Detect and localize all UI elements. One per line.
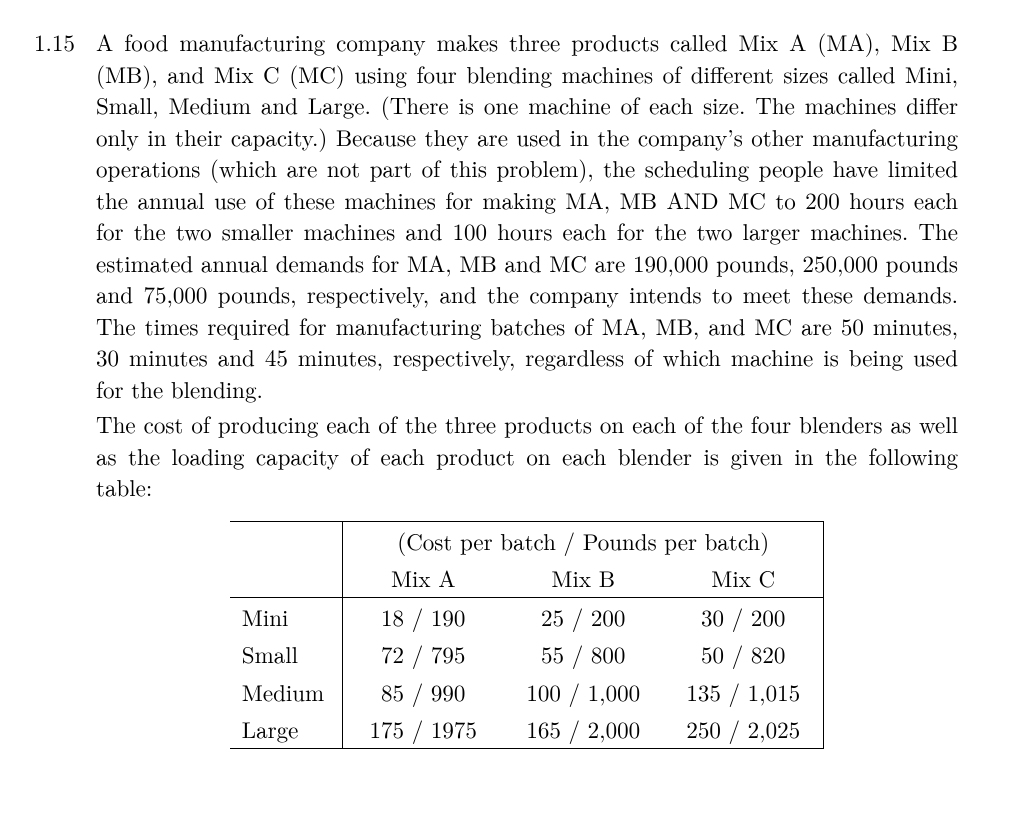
table-row: Large 175 / 1975 165 / 2,000 250 / 2,025 xyxy=(230,710,824,748)
table-cell: 25 / 200 xyxy=(503,597,663,635)
table-cell: 50 / 820 xyxy=(663,635,824,673)
table-cell: 55 / 800 xyxy=(503,635,663,673)
paragraph-1: A food manufacturing company makes three… xyxy=(96,26,958,404)
col-header-mix-a: Mix A xyxy=(343,559,504,597)
table-cell: 18 / 190 xyxy=(343,597,504,635)
row-header: Small xyxy=(230,635,343,673)
table-row: Small 72 / 795 55 / 800 50 / 820 xyxy=(230,635,824,673)
table-cell: 250 / 2,025 xyxy=(663,710,824,748)
table-row: Mini 18 / 190 25 / 200 30 / 200 xyxy=(230,597,824,635)
table-corner-blank xyxy=(230,521,343,559)
table-corner-blank-2 xyxy=(230,559,343,597)
table-cell: 165 / 2,000 xyxy=(503,710,663,748)
col-header-mix-b: Mix B xyxy=(503,559,663,597)
table-cell: 72 / 795 xyxy=(343,635,504,673)
table-cell: 30 / 200 xyxy=(663,597,824,635)
problem-number: 1.15 xyxy=(32,26,96,58)
problem-body: A food manufacturing company makes three… xyxy=(96,26,958,749)
page: 1.15 A food manufacturing company makes … xyxy=(0,0,1022,830)
table-col-header-row: Mix A Mix B Mix C xyxy=(230,559,824,597)
row-header: Mini xyxy=(230,597,343,635)
problem-block: 1.15 A food manufacturing company makes … xyxy=(32,26,958,749)
col-header-mix-c: Mix C xyxy=(663,559,824,597)
table-cell: 100 / 1,000 xyxy=(503,673,663,711)
table-cell: 85 / 990 xyxy=(343,673,504,711)
table-row: Medium 85 / 990 100 / 1,000 135 / 1,015 xyxy=(230,673,824,711)
table-cell: 135 / 1,015 xyxy=(663,673,824,711)
row-header: Medium xyxy=(230,673,343,711)
row-header: Large xyxy=(230,710,343,748)
table-span-header: (Cost per batch / Pounds per batch) xyxy=(343,521,824,559)
table-span-header-row: (Cost per batch / Pounds per batch) xyxy=(230,521,824,559)
table-cell: 175 / 1975 xyxy=(343,710,504,748)
cost-capacity-table: (Cost per batch / Pounds per batch) Mix … xyxy=(230,521,824,749)
paragraph-2: The cost of producing each of the three … xyxy=(96,408,958,503)
table-wrap: (Cost per batch / Pounds per batch) Mix … xyxy=(96,521,958,749)
